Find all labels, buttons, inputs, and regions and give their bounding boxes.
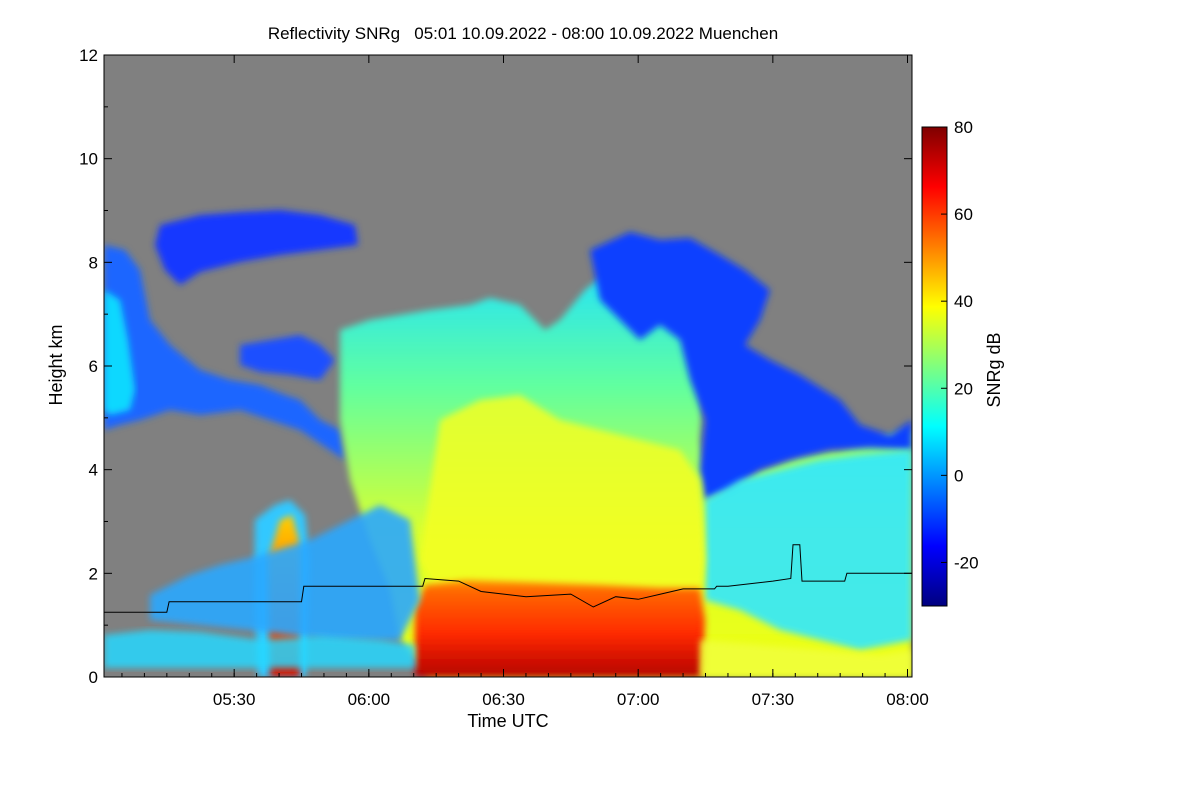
cirrus-patch-top (155, 210, 358, 285)
colorbar-tick-label: 80 (954, 118, 973, 137)
colorbar-tick-label: 0 (954, 466, 963, 485)
colorbar: -20 0 20 40 60 80 SNRg dB (921, 118, 1004, 607)
x-axis-label: Time UTC (467, 711, 548, 731)
upper-blue-layer (590, 232, 912, 500)
y-tick-label: 6 (89, 357, 98, 376)
cirrus-patch-mid (240, 335, 335, 380)
x-tick-label: 08:00 (886, 690, 929, 709)
x-axis: 05:30 06:00 06:30 07:00 07:30 08:00 (121, 55, 929, 709)
boundary-layer-line (104, 544, 912, 613)
y-tick-label: 2 (89, 564, 98, 583)
colorbar-scale (921, 126, 948, 607)
ground-clutter (104, 630, 415, 668)
y-tick-label: 8 (89, 253, 98, 272)
x-tick-label: 06:30 (482, 690, 525, 709)
colorbar-tick-label: -20 (954, 553, 979, 572)
y-tick-label: 4 (89, 461, 98, 480)
colorbar-tick-label: 60 (954, 205, 973, 224)
y-tick-label: 10 (79, 150, 98, 169)
y-tick-label: 12 (79, 46, 98, 65)
x-tick-label: 06:00 (348, 690, 391, 709)
x-tick-label: 07:00 (617, 690, 660, 709)
y-tick-label: 0 (89, 668, 98, 687)
colorbar-tick-label: 40 (954, 292, 973, 311)
cirrus-core-left (104, 290, 135, 415)
x-tick-label: 05:30 (213, 690, 256, 709)
x-tick-label: 07:30 (752, 690, 795, 709)
y-axis-label: Height km (46, 324, 66, 405)
chart-title: Reflectivity SNRg 05:01 10.09.2022 - 08:… (268, 24, 778, 43)
plot-area (103, 54, 913, 678)
reflectivity-field (104, 210, 912, 677)
y-axis: 0 2 4 6 8 10 12 (79, 46, 912, 687)
colorbar-label: SNRg dB (984, 332, 1004, 407)
cirrus-band-left (104, 245, 345, 460)
rain-core (415, 580, 705, 677)
right-cyan-layer (705, 450, 912, 650)
yellow-core (420, 395, 705, 600)
streaks-low (150, 505, 420, 640)
surface-yellow-right (700, 640, 912, 677)
colorbar-ticks: -20 0 20 40 60 80 (941, 118, 979, 572)
colorbar-tick-label: 20 (954, 379, 973, 398)
